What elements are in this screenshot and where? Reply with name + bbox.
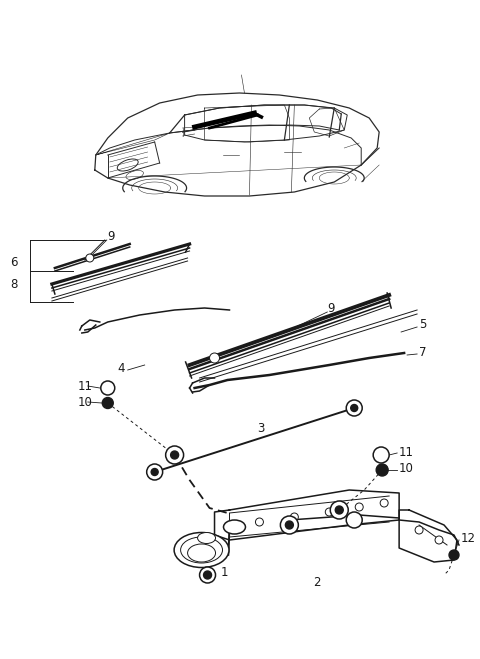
Text: 5: 5 xyxy=(419,318,426,331)
Circle shape xyxy=(380,499,388,507)
Circle shape xyxy=(170,451,179,459)
Circle shape xyxy=(290,513,299,521)
Ellipse shape xyxy=(180,537,223,563)
Circle shape xyxy=(435,536,443,544)
Circle shape xyxy=(151,469,158,476)
Text: 7: 7 xyxy=(419,345,427,358)
Ellipse shape xyxy=(174,532,229,567)
Circle shape xyxy=(330,501,348,519)
Circle shape xyxy=(101,381,115,395)
Circle shape xyxy=(255,518,264,526)
Text: 12: 12 xyxy=(461,532,476,544)
Circle shape xyxy=(102,397,113,409)
Circle shape xyxy=(346,400,362,416)
Text: 2: 2 xyxy=(313,575,321,588)
Circle shape xyxy=(376,464,388,476)
Circle shape xyxy=(335,506,343,514)
Text: 8: 8 xyxy=(10,279,17,291)
Text: 10: 10 xyxy=(78,395,93,409)
Circle shape xyxy=(204,571,212,579)
Circle shape xyxy=(346,512,362,528)
Text: 4: 4 xyxy=(118,362,125,374)
Circle shape xyxy=(280,516,299,534)
Circle shape xyxy=(325,508,333,516)
Text: 6: 6 xyxy=(10,256,17,268)
Circle shape xyxy=(286,521,293,529)
Text: 3: 3 xyxy=(257,422,265,434)
Circle shape xyxy=(415,526,423,534)
Text: 11: 11 xyxy=(399,447,414,459)
Ellipse shape xyxy=(224,520,245,534)
Circle shape xyxy=(86,254,94,262)
Circle shape xyxy=(449,550,459,560)
Text: 11: 11 xyxy=(78,380,93,393)
Circle shape xyxy=(200,567,216,583)
Ellipse shape xyxy=(198,532,216,544)
Text: 9: 9 xyxy=(327,302,335,314)
Circle shape xyxy=(355,503,363,511)
Ellipse shape xyxy=(188,544,216,562)
Circle shape xyxy=(373,447,389,463)
Circle shape xyxy=(147,464,163,480)
Circle shape xyxy=(166,446,183,464)
Text: 10: 10 xyxy=(399,461,414,474)
Circle shape xyxy=(210,353,219,363)
Text: 1: 1 xyxy=(221,565,228,579)
Circle shape xyxy=(351,405,358,411)
Text: 9: 9 xyxy=(107,231,114,243)
